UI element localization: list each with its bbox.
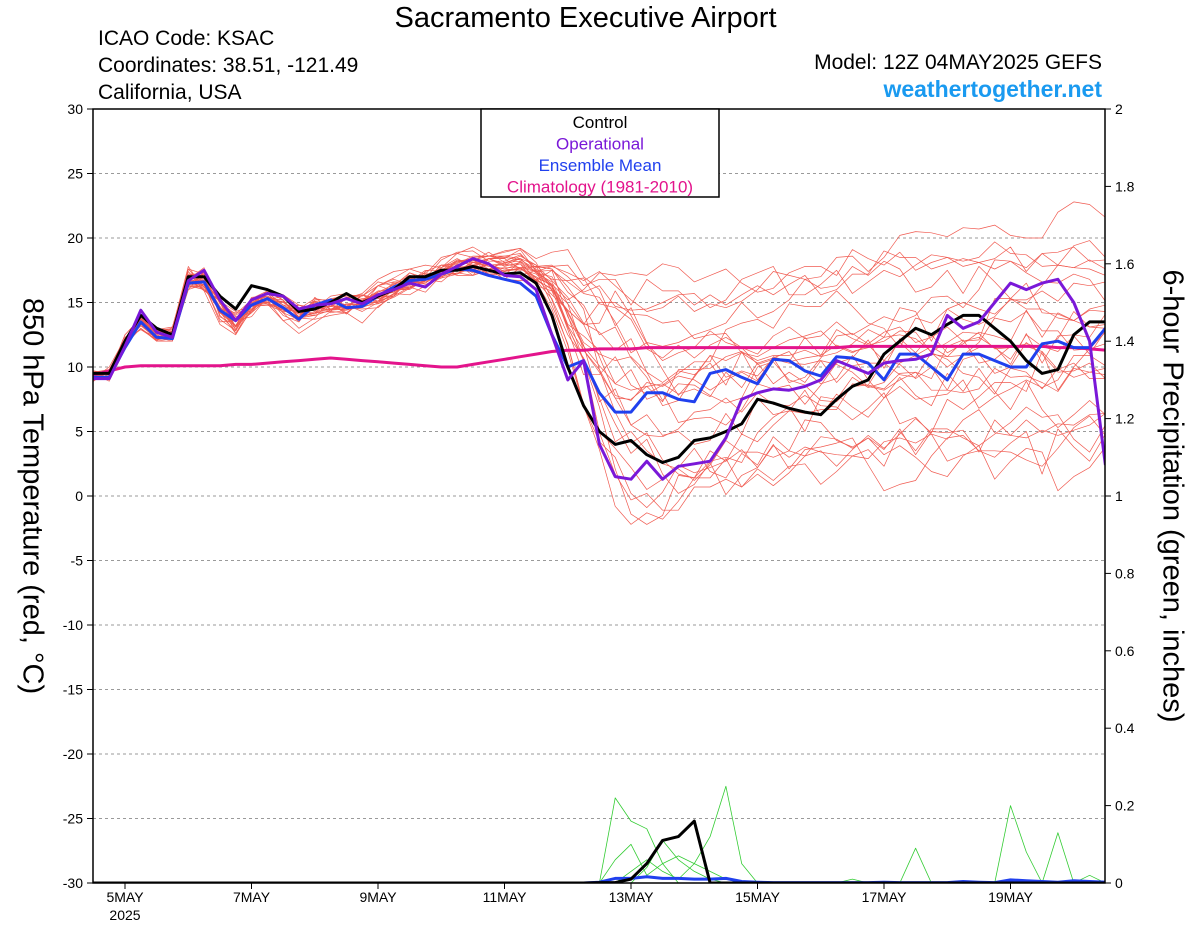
temperature-member-line (93, 264, 1105, 496)
coordinates: Coordinates: 38.51, -121.49 (98, 54, 359, 77)
precip-member-line (93, 797, 1105, 883)
icao-code: ICAO Code: KSAC (98, 27, 275, 50)
y-tick-label: 10 (67, 359, 83, 375)
precip-member-line (93, 785, 1105, 883)
y-tick-label: 30 (67, 101, 83, 117)
x-tick-label: 5MAY (106, 889, 144, 905)
temperature-member-line (93, 258, 1105, 404)
model-run: Model: 12Z 04MAY2025 GEFS (814, 51, 1102, 74)
legend-climatology: Climatology (1981-2010) (507, 178, 693, 197)
y2-tick-label: 0.8 (1115, 565, 1135, 581)
x-tick-label: 15MAY (735, 889, 781, 905)
y-tick-label: 5 (75, 424, 83, 440)
legend-control: Control (573, 113, 628, 132)
y-tick-label: -30 (63, 875, 83, 891)
x-tick-label: 9MAY (359, 889, 397, 905)
x-tick-year-label: 2025 (109, 907, 140, 923)
temperature-member-line (93, 260, 1105, 401)
y2-tick-label: 1 (1115, 488, 1123, 504)
ensemble-mean-line (93, 267, 1105, 414)
x-tick-label: 7MAY (233, 889, 271, 905)
x-tick-label: 11MAY (483, 889, 527, 905)
region: California, USA (98, 81, 242, 104)
y-tick-label: -15 (63, 682, 83, 698)
temperature-member-line (93, 257, 1105, 395)
y-tick-label: -20 (63, 746, 83, 762)
temperature-member-line (93, 258, 1105, 400)
precip-member-line (93, 859, 1105, 883)
control-line (93, 264, 1105, 464)
precip-member-line (93, 840, 1105, 883)
temperature-member-line (93, 246, 1105, 377)
temperature-member-line (93, 262, 1105, 511)
temperature-member-line (93, 258, 1105, 428)
temperature-member-line (93, 201, 1105, 381)
x-tick-label: 19MAY (988, 889, 1034, 905)
series-group (93, 201, 1105, 883)
y-tick-label: 25 (67, 166, 83, 182)
y2-tick-label: 0.4 (1115, 720, 1135, 736)
y2-tick-label: 1.4 (1115, 333, 1135, 349)
y2-tick-label: 1.2 (1115, 411, 1135, 427)
x-tick-label: 17MAY (862, 889, 908, 905)
brand-link[interactable]: weathertogether.net (883, 76, 1102, 102)
temperature-member-line (93, 251, 1105, 492)
y-tick-label: -5 (71, 553, 84, 569)
temperature-member-line (93, 258, 1105, 445)
temperature-member-line (93, 246, 1105, 376)
y2-tick-label: 0.6 (1115, 643, 1135, 659)
y2-tick-label: 0.2 (1115, 798, 1135, 814)
precip-member-line (93, 805, 1105, 883)
y-tick-label: 20 (67, 230, 83, 246)
y2-tick-label: 1.8 (1115, 178, 1135, 194)
temperature-member-line (93, 264, 1105, 395)
climatology-line (93, 344, 1105, 377)
legend-ensemble-mean: Ensemble Mean (539, 156, 662, 175)
legend-box (480, 108, 720, 198)
y2-tick-label: 2 (1115, 101, 1123, 117)
y-tick-label: 15 (67, 295, 83, 311)
y-tick-label: -25 (63, 811, 83, 827)
y-tick-label: 0 (75, 488, 83, 504)
legend-operational: Operational (556, 135, 644, 154)
y2-tick-label: 1.6 (1115, 256, 1135, 272)
chart-title: Sacramento Executive Airport (394, 2, 777, 34)
precip-control-line (93, 819, 1105, 883)
y-tick-label: -10 (63, 617, 83, 633)
operational-line (93, 257, 1105, 481)
x-tick-label: 13MAY (609, 889, 655, 905)
y2-tick-label: 0 (1115, 875, 1123, 891)
